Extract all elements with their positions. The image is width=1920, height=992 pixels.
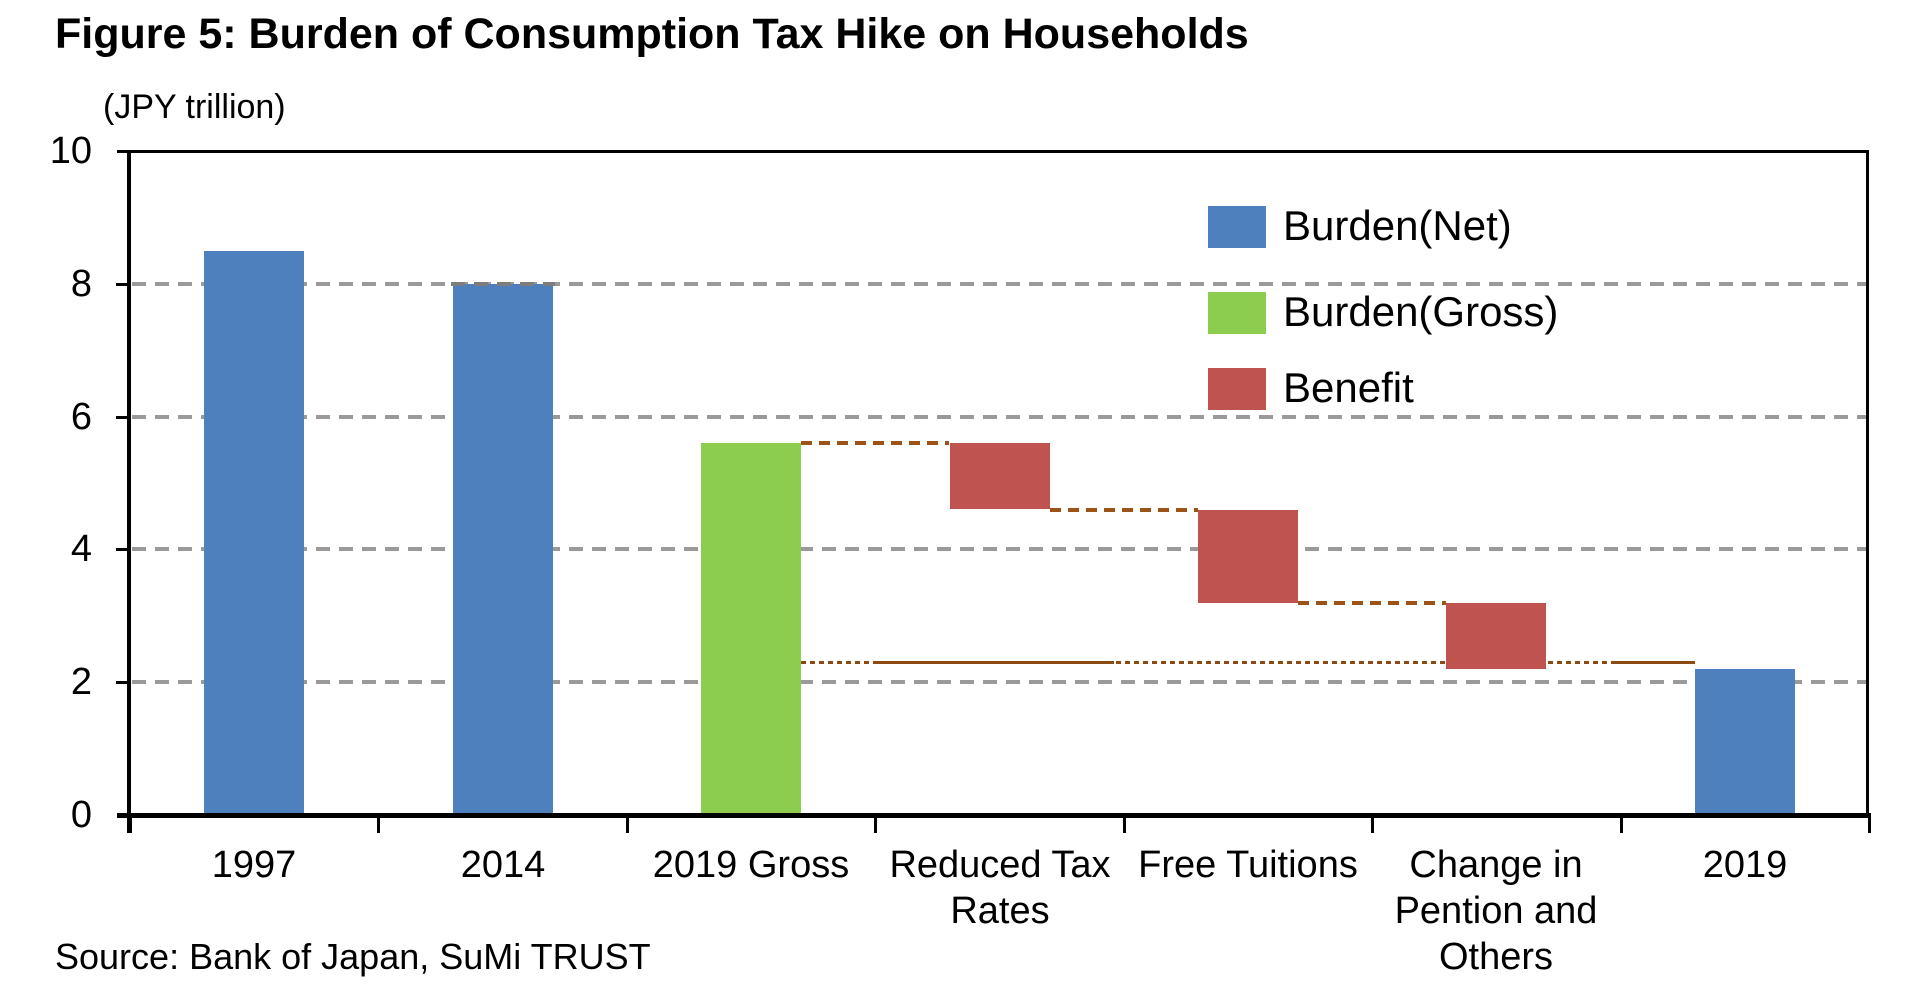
gridline-overlay-2014 xyxy=(451,282,555,286)
x-tick-0 xyxy=(129,815,132,833)
x-tick-6 xyxy=(1620,815,1623,833)
bar-change-in-pention-and-others xyxy=(1446,603,1546,669)
y-tick-label-4: 4 xyxy=(70,528,92,570)
connector-dashed-3.2 xyxy=(1298,601,1446,605)
bar-2014 xyxy=(453,284,553,815)
y-tick-2 xyxy=(116,681,130,684)
gridline-8 xyxy=(132,282,1867,286)
x-tick-label-2019-gross: 2019 Gross xyxy=(652,844,850,886)
plot-right-border xyxy=(1866,150,1869,816)
y-tick-label-2: 2 xyxy=(70,661,92,703)
connector-dotted-2.3 xyxy=(801,661,1695,664)
x-tick-label-reduced-tax-rates: Reduced Tax Rates xyxy=(889,844,1111,932)
bar-2019-gross xyxy=(701,443,801,815)
legend-swatch-benefit xyxy=(1208,368,1266,410)
y-tick-8 xyxy=(116,283,130,286)
x-tick-5 xyxy=(1371,815,1374,833)
x-tick-1 xyxy=(377,815,380,833)
x-tick-label-1997: 1997 xyxy=(211,844,297,886)
x-tick-label-free-tuitions: Free Tuitions xyxy=(1138,844,1358,886)
bar-2019 xyxy=(1695,669,1795,815)
bar-free-tuitions xyxy=(1198,510,1298,603)
x-tick-3 xyxy=(874,815,877,833)
x-tick-2 xyxy=(626,815,629,833)
legend-swatch-burden-gross xyxy=(1208,292,1266,334)
legend-label-benefit: Benefit xyxy=(1283,364,1414,411)
gridline-6 xyxy=(132,415,1867,419)
connector-solid-segment-1 xyxy=(1614,661,1694,664)
y-tick-label-10: 10 xyxy=(49,130,92,172)
y-tick-label-8: 8 xyxy=(70,263,92,305)
plot-top-border xyxy=(117,150,1869,153)
legend-swatch-burden-net xyxy=(1208,206,1266,248)
y-tick-4 xyxy=(116,548,130,551)
chart-title: Figure 5: Burden of Consumption Tax Hike… xyxy=(55,10,1249,58)
connector-dashed-4.6 xyxy=(1050,508,1198,512)
gridline-4 xyxy=(132,547,1867,551)
y-tick-label-0: 0 xyxy=(70,794,92,836)
legend-label-burden-net: Burden(Net) xyxy=(1283,202,1512,249)
y-axis xyxy=(127,150,131,833)
x-tick-7 xyxy=(1868,815,1871,833)
connector-solid-segment-0 xyxy=(873,661,1114,664)
y-tick-6 xyxy=(116,416,130,419)
x-tick-label-change-in-pention-and-others: Change in Pention and Others xyxy=(1394,844,1598,978)
bar-reduced-tax-rates xyxy=(950,443,1050,509)
x-tick-4 xyxy=(1123,815,1126,833)
source-note: Source: Bank of Japan, SuMi TRUST xyxy=(55,936,651,977)
gridline-2 xyxy=(132,680,1867,684)
x-axis xyxy=(117,813,1871,818)
x-tick-label-2014: 2014 xyxy=(460,844,546,886)
y-tick-label-6: 6 xyxy=(70,396,92,438)
y-axis-unit-label: (JPY trillion) xyxy=(103,88,286,126)
bar-1997 xyxy=(204,251,304,815)
connector-dashed-5.6 xyxy=(801,441,949,445)
legend-label-burden-gross: Burden(Gross) xyxy=(1283,288,1559,335)
x-tick-label-2019: 2019 xyxy=(1702,844,1788,886)
